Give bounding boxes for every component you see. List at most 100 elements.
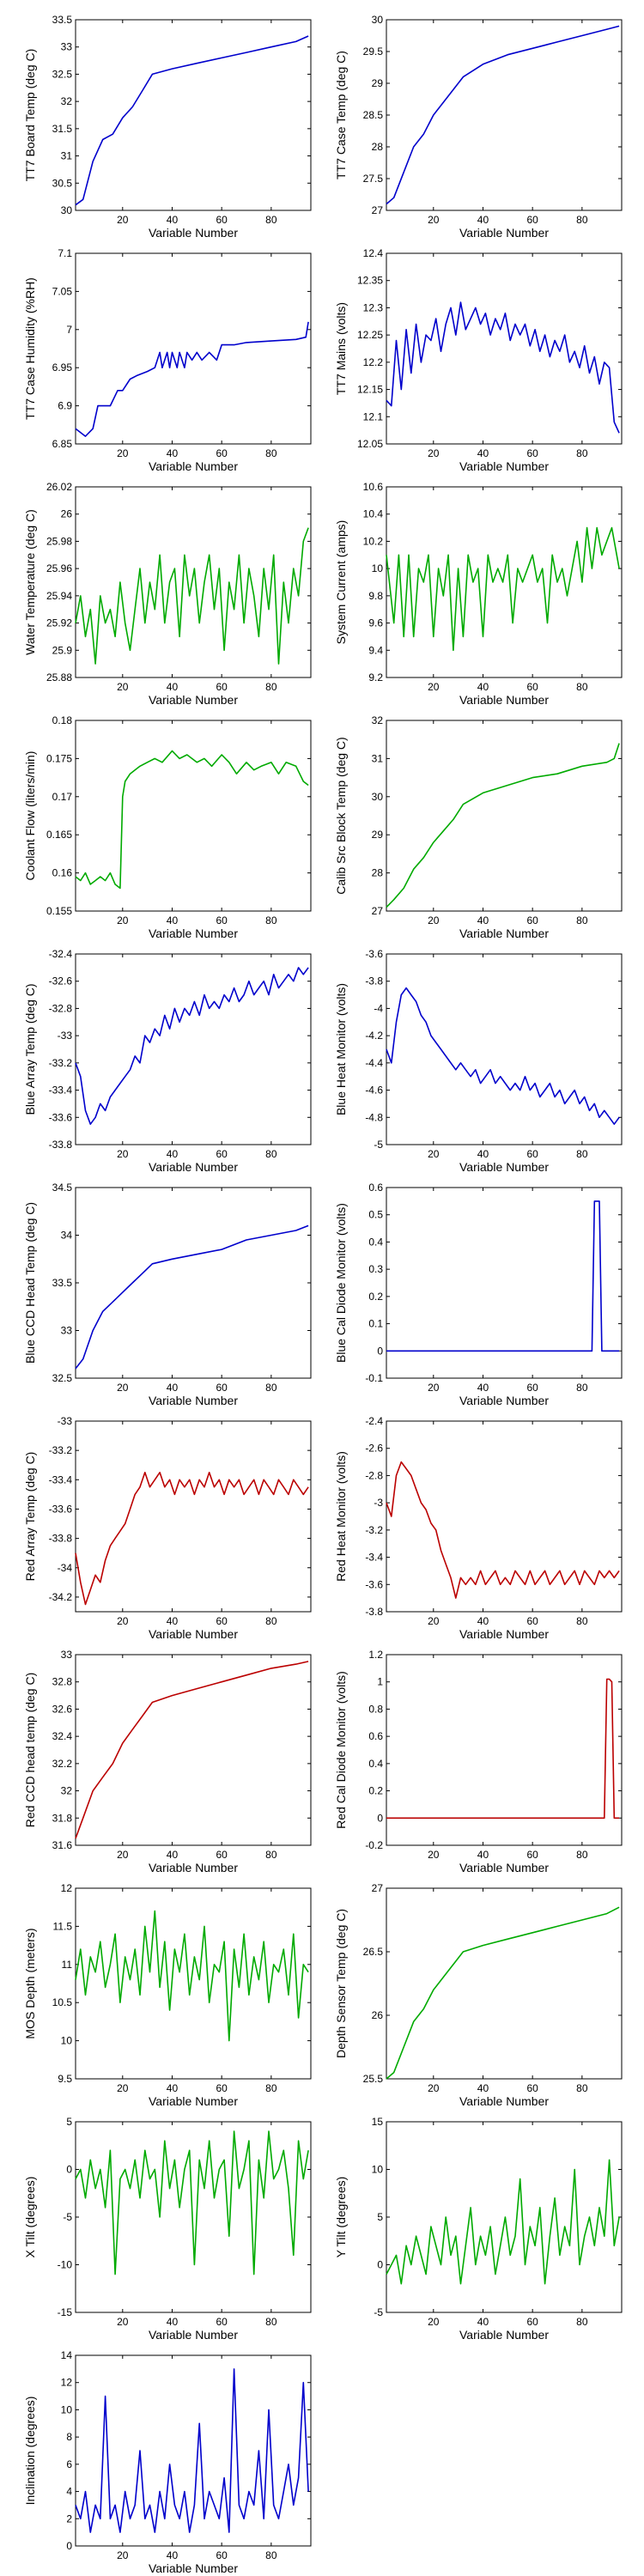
- y-tick-label: 31.8: [52, 1812, 73, 1824]
- plot-area: [386, 252, 623, 445]
- y-tick-label: 7.1: [58, 247, 72, 259]
- series-line: [386, 25, 620, 205]
- y-tick-label: -10: [58, 2259, 73, 2271]
- y-tick-label: 33: [61, 1649, 73, 1661]
- y-tick-label: 32.5: [52, 68, 73, 80]
- y-tick-label: 12.15: [357, 384, 383, 396]
- series-line: [386, 2159, 620, 2285]
- y-tick-label: 6.85: [52, 438, 73, 450]
- y-axis-label: Red Cal Diode Monitor (volts): [334, 1671, 348, 1829]
- y-tick-label: 9.2: [368, 671, 383, 683]
- y-tick-label: 25.5: [363, 2073, 384, 2085]
- y-tick-label: -32.4: [49, 948, 73, 960]
- y-tick-label: -4.6: [365, 1084, 383, 1097]
- series-line: [386, 1461, 620, 1599]
- y-tick-label: 7.05: [52, 285, 73, 297]
- y-tick-label: 6.9: [58, 400, 72, 412]
- x-axis-label: Variable Number: [149, 1861, 238, 1874]
- y-tick-label: 0: [66, 2164, 72, 2176]
- y-tick-label: 0.2: [368, 1785, 383, 1797]
- chart-panel: 25.88 25.9 25.92 25.94 25.96 25.98 26 26.02 20 40…: [23, 481, 312, 707]
- x-tick-label: 60: [216, 1849, 228, 1861]
- x-tick-label: 20: [428, 1615, 440, 1627]
- x-tick-label: 40: [477, 681, 489, 693]
- y-tick-label: 32.4: [52, 1730, 73, 1742]
- x-axis-label: Variable Number: [149, 927, 238, 940]
- x-tick-label: 40: [477, 2316, 489, 2328]
- series-line: [75, 2368, 309, 2533]
- y-tick-label: 0.155: [46, 905, 72, 917]
- y-axis-label: Calib Src Block Temp (deg C): [334, 737, 348, 894]
- x-tick-label: 80: [265, 214, 277, 226]
- y-tick-label: 0.165: [46, 829, 72, 841]
- y-tick-label: 33: [61, 1325, 73, 1337]
- y-tick-label: -0.1: [365, 1372, 383, 1384]
- plot-area: [386, 1420, 623, 1613]
- plot-area: [386, 19, 623, 211]
- y-axis-label: TT7 Mains (volts): [334, 302, 348, 395]
- series-line: [386, 301, 620, 434]
- y-axis-label: Blue CCD Head Temp (deg C): [23, 1202, 37, 1364]
- y-tick-label: 0.3: [368, 1263, 383, 1275]
- y-tick-label: 5: [66, 2116, 72, 2128]
- x-tick-label: 80: [576, 1849, 588, 1861]
- y-tick-label: -33.2: [49, 1444, 73, 1456]
- y-tick-label: 6.95: [52, 361, 73, 374]
- x-tick-label: 20: [117, 1148, 129, 1160]
- x-tick-label: 20: [117, 1849, 129, 1861]
- x-tick-label: 80: [576, 914, 588, 927]
- y-tick-label: 10.2: [363, 535, 384, 547]
- y-tick-label: 29.5: [363, 46, 384, 58]
- x-axis-label: Variable Number: [149, 1627, 238, 1641]
- y-tick-label: 32: [372, 714, 384, 726]
- y-tick-label: 11.5: [53, 1920, 73, 1932]
- plot-area: [75, 19, 312, 211]
- y-tick-label: 10: [372, 2164, 384, 2176]
- x-tick-label: 80: [265, 1382, 277, 1394]
- x-axis-label: Variable Number: [459, 1394, 549, 1407]
- y-tick-label: 0.4: [368, 1236, 383, 1248]
- plot-area: [386, 953, 623, 1145]
- chart-panel: -34.2 -34 -33.8 -33.6 -33.4 -33.2 -33 20 40 60 80 V…: [23, 1415, 312, 1641]
- x-axis-label: Variable Number: [459, 2094, 549, 2108]
- x-axis-label: Variable Number: [459, 1627, 549, 1641]
- y-tick-label: 31: [372, 752, 384, 764]
- series-line: [386, 1200, 620, 1352]
- y-tick-label: 0.5: [368, 1209, 383, 1221]
- chart-panel: 0 2 4 6 8 10 12 14 20 40 60 80 Variable Number Inclin…: [23, 2349, 312, 2575]
- y-tick-label: 10: [61, 2035, 73, 2047]
- x-axis-label: Variable Number: [459, 1861, 549, 1874]
- y-tick-label: 26.5: [363, 1946, 384, 1958]
- x-axis-label: Variable Number: [459, 459, 549, 473]
- x-tick-label: 20: [428, 447, 440, 459]
- y-tick-label: -2.6: [365, 1443, 383, 1455]
- y-tick-label: 33: [61, 41, 73, 53]
- y-tick-label: 0.6: [368, 1182, 383, 1194]
- x-tick-label: 40: [167, 214, 179, 226]
- y-tick-label: 0.175: [46, 752, 72, 764]
- y-tick-label: 2: [66, 2512, 72, 2524]
- x-tick-label: 60: [526, 447, 538, 459]
- y-tick-label: 8: [66, 2431, 72, 2443]
- chart-panel: 30 30.5 31 31.5 32 32.5 33 33.5 20 40 60 80 Variable…: [23, 14, 312, 240]
- x-tick-label: 40: [167, 681, 179, 693]
- y-tick-label: 31.6: [52, 1839, 73, 1851]
- y-tick-label: 30: [372, 14, 384, 26]
- chart-panel: 9.2 9.4 9.6 9.8 10 10.2 10.4 10.6 20 40 60 80 Variab…: [334, 481, 623, 707]
- chart-panel: 27 28 29 30 31 32 20 40 60 80 Variable Number Calib…: [334, 714, 623, 940]
- y-tick-label: 0.2: [368, 1291, 383, 1303]
- chart-panel: 6.85 6.9 6.95 7 7.05 7.1 20 40 60 80 Variable Numb…: [23, 247, 312, 473]
- y-tick-label: -34.2: [49, 1591, 73, 1603]
- chart-panel: 0.155 0.16 0.165 0.17 0.175 0.18 20 40 60 80 Varia…: [23, 714, 312, 940]
- x-tick-label: 80: [576, 447, 588, 459]
- x-tick-label: 40: [167, 2082, 179, 2094]
- x-tick-label: 80: [265, 914, 277, 927]
- x-axis-label: Variable Number: [459, 927, 549, 940]
- x-tick-label: 60: [526, 2316, 538, 2328]
- x-tick-label: 20: [428, 1849, 440, 1861]
- y-tick-label: 10.4: [363, 508, 384, 520]
- x-axis-label: Variable Number: [149, 2561, 238, 2575]
- plot-area: [75, 1187, 312, 1379]
- chart-panel: -5 -4.8 -4.6 -4.4 -4.2 -4 -3.8 -3.6 20 40 60 80 Vari…: [334, 948, 623, 1174]
- series-line: [75, 750, 309, 890]
